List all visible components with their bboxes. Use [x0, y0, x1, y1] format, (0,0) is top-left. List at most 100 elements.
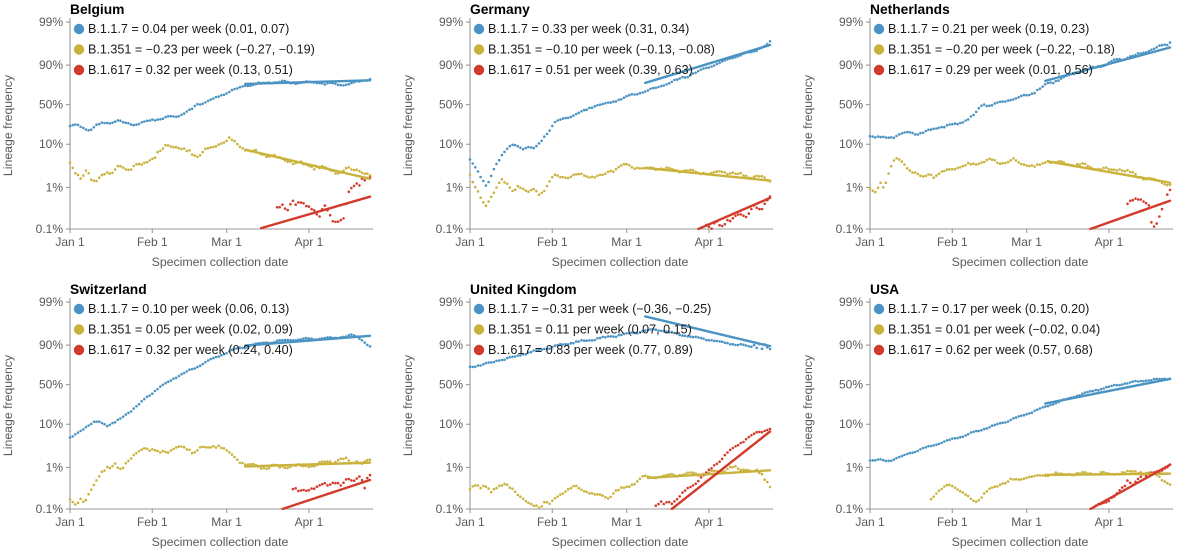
data-point	[641, 167, 644, 170]
data-point	[1041, 406, 1044, 409]
data-point	[1025, 476, 1028, 480]
legend-label: B.1.617 = 0.32 per week (0.24, 0.40)	[88, 343, 293, 357]
x-tick-label: Feb 1	[937, 515, 968, 529]
data-point	[143, 161, 146, 165]
legend-label: B.1.1.7 = −0.31 per week (−0.36, −0.25)	[488, 302, 711, 316]
data-point	[574, 112, 578, 116]
data-point	[161, 383, 165, 387]
data-point	[956, 122, 959, 126]
data-point	[527, 501, 530, 505]
data-point	[972, 499, 975, 503]
data-point	[331, 481, 335, 485]
data-point	[887, 459, 890, 463]
data-point	[143, 120, 146, 123]
legend-item-b117: B.1.1.7 = 0.04 per week (0.01, 0.07)	[73, 22, 289, 36]
data-point	[294, 487, 298, 490]
data-point	[241, 147, 244, 150]
data-point	[1158, 44, 1161, 47]
legend-item-b1351: B.1.351 = −0.23 per week (−0.27, −0.19)	[73, 43, 315, 57]
data-point	[286, 338, 290, 342]
data-point	[182, 371, 186, 375]
legend-marker-b1351-icon	[473, 324, 485, 335]
data-point	[214, 446, 218, 449]
data-point	[471, 485, 474, 488]
data-point	[236, 347, 239, 350]
data-point	[1038, 87, 1042, 90]
data-point	[1081, 392, 1084, 395]
data-point	[323, 83, 327, 86]
data-point	[336, 83, 340, 87]
x-tick-label: Mar 1	[611, 515, 642, 529]
data-point	[1123, 484, 1127, 488]
data-point	[924, 446, 928, 449]
data-point	[1118, 168, 1121, 171]
data-point	[990, 486, 994, 489]
data-point	[1126, 479, 1129, 482]
data-point	[543, 347, 546, 351]
data-point	[468, 365, 472, 368]
legend-item-b117: B.1.1.7 = −0.31 per week (−0.36, −0.25)	[473, 302, 711, 316]
data-point	[283, 207, 287, 210]
data-point	[665, 83, 668, 86]
data-point	[182, 147, 186, 150]
data-point	[222, 353, 226, 356]
axes: 99% 90% 50% 10% 1% 0.1%Jan 1 Feb 1 Mar 1 Apr 1	[436, 15, 773, 249]
data-point	[185, 149, 189, 153]
y-tick-label: 10%	[439, 137, 463, 151]
data-point	[977, 106, 981, 110]
data-point	[871, 459, 874, 462]
data-point	[553, 173, 557, 176]
data-point	[874, 190, 877, 194]
data-point	[124, 121, 128, 125]
data-point	[532, 504, 535, 508]
data-point	[670, 502, 674, 505]
data-point	[988, 487, 991, 490]
y-tick-label: 0.1%	[836, 502, 864, 516]
data-point	[614, 100, 618, 103]
data-point	[678, 495, 681, 498]
data-point	[736, 172, 740, 176]
data-point	[582, 108, 586, 112]
data-point	[929, 497, 933, 501]
data-point	[164, 450, 167, 454]
data-point	[79, 125, 82, 129]
data-point	[368, 345, 372, 348]
data-point	[1166, 481, 1169, 485]
data-point	[961, 164, 965, 168]
data-point	[699, 336, 703, 340]
data-point	[214, 95, 218, 99]
data-point	[948, 438, 951, 441]
data-point	[961, 491, 965, 494]
legend-label: B.1.617 = 0.62 per week (0.57, 0.68)	[888, 343, 1093, 357]
data-point	[230, 453, 234, 456]
data-point	[76, 173, 80, 177]
data-point	[683, 76, 687, 79]
data-point	[710, 227, 713, 230]
data-point	[1012, 417, 1015, 420]
data-point	[169, 449, 173, 452]
panel-usa: 99% 90% 50% 10% 1% 0.1% Jan 1 Feb 1 Mar 1 Apr 1 Sp…	[800, 280, 1200, 560]
data-point	[689, 73, 692, 77]
data-point	[185, 370, 189, 373]
data-point	[1142, 379, 1145, 383]
data-point	[204, 147, 207, 151]
data-point	[363, 172, 367, 176]
data-point	[569, 115, 573, 119]
data-point	[966, 161, 970, 165]
data-point	[217, 143, 220, 146]
data-point	[966, 118, 970, 121]
data-point	[484, 361, 488, 365]
data-point	[990, 103, 994, 107]
data-point	[283, 338, 287, 342]
data-point	[529, 146, 533, 149]
data-point	[673, 500, 676, 503]
data-point	[1102, 470, 1105, 474]
data-point	[697, 69, 700, 73]
data-point	[897, 133, 901, 136]
data-point	[601, 335, 604, 339]
y-tick-label: 90%	[439, 338, 463, 352]
data-point	[97, 475, 101, 478]
data-point	[691, 72, 695, 75]
panel-title: Netherlands	[870, 2, 950, 17]
panel-switzerland: 99% 90% 50% 10% 1% 0.1% Jan 1 Feb 1 Mar 1 Apr 1 Sp…	[0, 280, 400, 560]
